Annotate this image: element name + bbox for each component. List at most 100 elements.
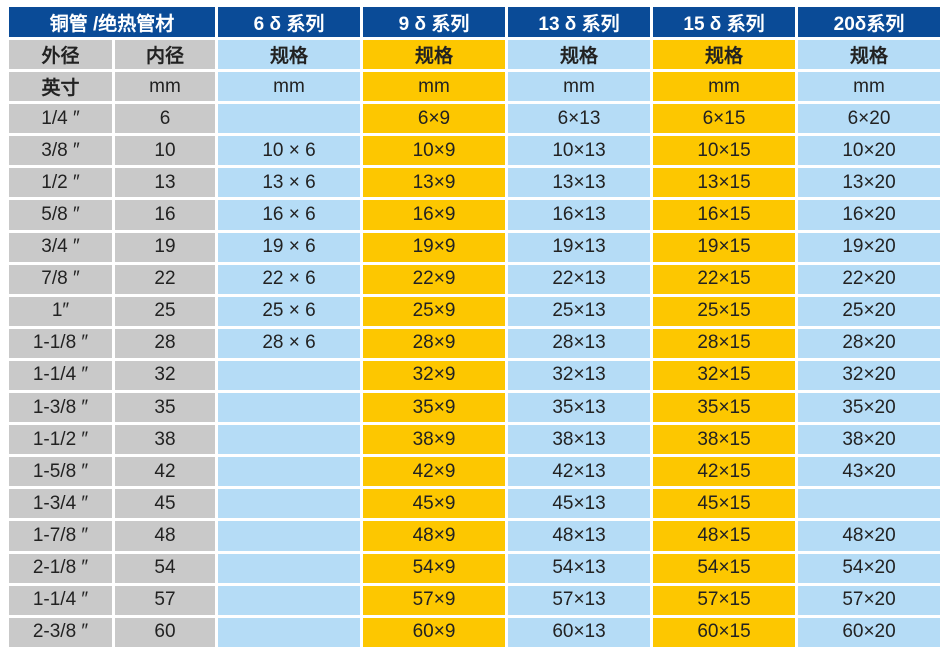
spec-cell: 16×20 xyxy=(798,200,940,230)
spec-cell: 57×13 xyxy=(508,585,650,615)
spec-cell: 10×9 xyxy=(363,136,505,166)
unit-label: mm xyxy=(508,72,650,102)
od-unit: 英寸 xyxy=(9,72,112,102)
inner-diameter-cell: 13 xyxy=(115,168,215,198)
spec-cell: 16×9 xyxy=(363,200,505,230)
spec-cell xyxy=(218,553,360,583)
inner-diameter-cell: 57 xyxy=(115,585,215,615)
spec-cell: 19×20 xyxy=(798,232,940,262)
spec-label: 规格 xyxy=(218,40,360,70)
spec-cell: 57×20 xyxy=(798,585,940,615)
spec-cell xyxy=(218,104,360,134)
inner-diameter-cell: 25 xyxy=(115,296,215,326)
table-row: 1-7/8 ″ 48 48×9 48×13 48×15 48×20 xyxy=(9,521,940,551)
spec-cell: 10×13 xyxy=(508,136,650,166)
inner-diameter-cell: 54 xyxy=(115,553,215,583)
series-header: 15 δ 系列 xyxy=(653,7,795,37)
table-row: 1-5/8 ″ 42 42×9 42×13 42×15 43×20 xyxy=(9,457,940,487)
spec-cell: 45×9 xyxy=(363,489,505,519)
unit-label: mm xyxy=(798,72,940,102)
table-row: 1-1/4 ″ 32 32×9 32×13 32×15 32×20 xyxy=(9,360,940,391)
outer-diameter-cell: 2-1/8 ″ xyxy=(9,553,112,583)
spec-cell: 22×20 xyxy=(798,264,940,294)
outer-diameter-cell: 1-7/8 ″ xyxy=(9,521,112,551)
inner-diameter-cell: 28 xyxy=(115,328,215,358)
table-row: 2-1/8 ″ 54 54×9 54×13 54×15 54×20 xyxy=(9,553,940,583)
outer-diameter-cell: 5/8 ″ xyxy=(9,200,112,230)
spec-cell: 60×15 xyxy=(653,617,795,647)
spec-cell xyxy=(218,489,360,519)
spec-cell: 45×13 xyxy=(508,489,650,519)
spec-label: 规格 xyxy=(363,40,505,70)
spec-cell: 13×20 xyxy=(798,168,940,198)
table-row: 1-1/2 ″ 38 38×9 38×13 38×15 38×20 xyxy=(9,425,940,455)
spec-cell: 19 × 6 xyxy=(218,232,360,262)
spec-cell: 28 × 6 xyxy=(218,328,360,358)
table-row: 1-1/8 ″ 28 28 × 6 28×9 28×13 28×15 28×20 xyxy=(9,328,940,358)
outer-diameter-cell: 1-1/8 ″ xyxy=(9,328,112,358)
spec-cell: 48×9 xyxy=(363,521,505,551)
spec-label: 规格 xyxy=(508,40,650,70)
spec-cell: 25×15 xyxy=(653,296,795,326)
spec-cell: 6×20 xyxy=(798,104,940,134)
outer-diameter-cell: 2-3/8 ″ xyxy=(9,617,112,647)
spec-cell: 54×13 xyxy=(508,553,650,583)
table-row: 1/4 ″ 6 6×9 6×13 6×15 6×20 xyxy=(9,104,940,134)
outer-diameter-cell: 1-1/4 ″ xyxy=(9,360,112,391)
spec-cell: 60×20 xyxy=(798,617,940,647)
spec-cell xyxy=(218,425,360,455)
spec-cell: 54×15 xyxy=(653,553,795,583)
od-label: 外径 xyxy=(9,40,112,70)
spec-cell: 10×15 xyxy=(653,136,795,166)
spec-cell xyxy=(218,360,360,391)
spec-cell: 60×13 xyxy=(508,617,650,647)
table-row: 1″ 25 25 × 6 25×9 25×13 25×15 25×20 xyxy=(9,296,940,326)
spec-cell: 25×9 xyxy=(363,296,505,326)
outer-diameter-cell: 1-5/8 ″ xyxy=(9,457,112,487)
spec-cell: 57×9 xyxy=(363,585,505,615)
id-label: 内径 xyxy=(115,40,215,70)
series-header: 6 δ 系列 xyxy=(218,7,360,37)
spec-cell: 32×15 xyxy=(653,360,795,391)
spec-cell: 10×20 xyxy=(798,136,940,166)
spec-cell: 22 × 6 xyxy=(218,264,360,294)
id-unit: mm xyxy=(115,72,215,102)
spec-cell: 6×13 xyxy=(508,104,650,134)
inner-diameter-cell: 60 xyxy=(115,617,215,647)
spec-cell: 22×9 xyxy=(363,264,505,294)
spec-cell xyxy=(218,521,360,551)
spec-cell: 45×15 xyxy=(653,489,795,519)
spec-label: 规格 xyxy=(798,40,940,70)
table-row: 1/2 ″ 13 13 × 6 13×9 13×13 13×15 13×20 xyxy=(9,168,940,198)
outer-diameter-cell: 1-3/4 ″ xyxy=(9,489,112,519)
inner-diameter-cell: 6 xyxy=(115,104,215,134)
header-row: 铜管 /绝热管材 6 δ 系列 9 δ 系列 13 δ 系列 15 δ 系列 2… xyxy=(9,7,940,37)
spec-cell: 25×20 xyxy=(798,296,940,326)
spec-cell: 48×13 xyxy=(508,521,650,551)
table-row: 1-3/8 ″ 35 35×9 35×13 35×15 35×20 xyxy=(9,393,940,423)
table-row: 1-3/4 ″ 45 45×9 45×13 45×15 xyxy=(9,489,940,519)
unit-row: 英寸 mm mm mm mm mm mm xyxy=(9,72,940,102)
pipe-spec-table: 铜管 /绝热管材 6 δ 系列 9 δ 系列 13 δ 系列 15 δ 系列 2… xyxy=(6,4,943,650)
spec-cell: 35×13 xyxy=(508,393,650,423)
inner-diameter-cell: 35 xyxy=(115,393,215,423)
table-row: 3/8 ″ 10 10 × 6 10×9 10×13 10×15 10×20 xyxy=(9,136,940,166)
spec-cell: 16×15 xyxy=(653,200,795,230)
inner-diameter-cell: 45 xyxy=(115,489,215,519)
spec-cell: 19×13 xyxy=(508,232,650,262)
table-row: 7/8 ″ 22 22 × 6 22×9 22×13 22×15 22×20 xyxy=(9,264,940,294)
table-row: 2-3/8 ″ 60 60×9 60×13 60×15 60×20 xyxy=(9,617,940,647)
spec-cell: 13×13 xyxy=(508,168,650,198)
spec-cell: 13×15 xyxy=(653,168,795,198)
spec-cell: 32×20 xyxy=(798,360,940,391)
inner-diameter-cell: 10 xyxy=(115,136,215,166)
spec-cell: 42×15 xyxy=(653,457,795,487)
spec-cell: 54×20 xyxy=(798,553,940,583)
spec-cell: 25×13 xyxy=(508,296,650,326)
spec-cell: 42×9 xyxy=(363,457,505,487)
spec-cell: 25 × 6 xyxy=(218,296,360,326)
inner-diameter-cell: 22 xyxy=(115,264,215,294)
spec-cell: 22×13 xyxy=(508,264,650,294)
spec-cell: 6×15 xyxy=(653,104,795,134)
outer-diameter-cell: 1″ xyxy=(9,296,112,326)
